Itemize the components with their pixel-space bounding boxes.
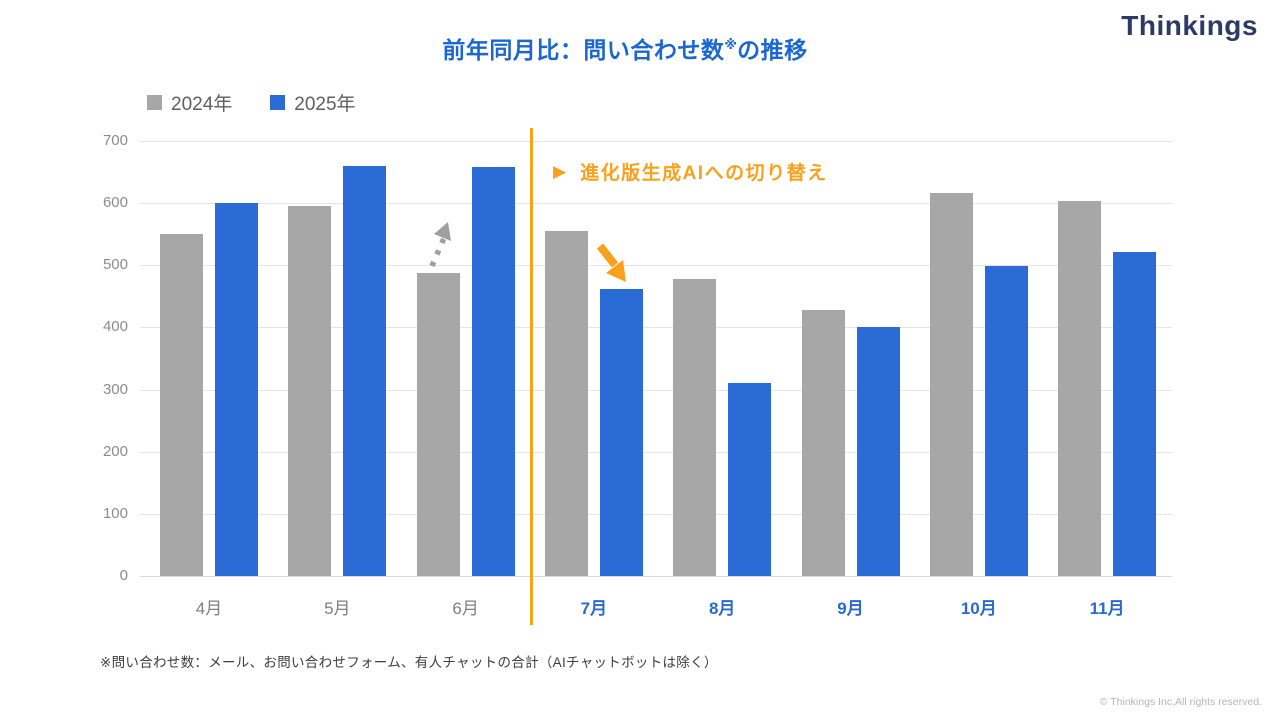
page-title: 前年同月比：問い合わせ数※の推移 — [0, 31, 1250, 65]
y-axis-label-500: 500 — [102, 256, 128, 274]
y-axis-label-600: 600 — [102, 194, 128, 212]
bar-2024年-8月 — [673, 278, 717, 576]
gridline-0 — [140, 576, 1172, 577]
title-tail: の推移 — [737, 37, 808, 63]
y-axis-label-100: 100 — [102, 504, 128, 522]
bar-2024年-6月 — [416, 273, 460, 576]
bar-2024年-7月 — [544, 231, 588, 576]
x-axis-label-6月: 6月 — [452, 599, 479, 618]
chart-legend: 2024年 2025年 — [147, 89, 356, 116]
footnote: ※問い合わせ数：メール、お問い合わせフォーム、有人チャットの合計（AIチャットボ… — [100, 655, 718, 670]
title-main: 前年同月比：問い合わせ数 — [442, 37, 725, 63]
gridline-100 — [140, 513, 1172, 515]
legend-label-2024: 2024年 — [171, 94, 233, 115]
bar-2024年-9月 — [801, 310, 845, 576]
legend-swatch-2024 — [147, 95, 162, 110]
y-axis-label-0: 0 — [119, 567, 128, 584]
bar-2025年-6月 — [471, 167, 515, 576]
annotation-text: ▶ 進化版生成AIへの切り替え — [553, 158, 828, 185]
copyright: © Thinkings Inc.All rights reserved. — [1099, 696, 1262, 708]
bar-2024年-10月 — [929, 193, 973, 576]
y-axis-label-300: 300 — [102, 380, 128, 398]
y-axis-label-700: 700 — [102, 132, 128, 149]
title-superscript: ※ — [724, 37, 738, 52]
gridline-600 — [140, 203, 1172, 205]
x-axis-label-7月: 7月 — [580, 599, 608, 618]
y-axis-label-200: 200 — [102, 442, 128, 460]
gridline-300 — [140, 389, 1172, 391]
x-axis-label-4月: 4月 — [195, 599, 223, 618]
x-axis-label-5月: 5月 — [324, 599, 351, 618]
bar-2024年-5月 — [288, 206, 332, 576]
bar-2025年-10月 — [984, 265, 1028, 576]
play-marker-icon: ▶ — [553, 161, 567, 181]
bar-2025年-7月 — [599, 288, 643, 576]
x-axis-label-8月: 8月 — [708, 599, 736, 618]
legend-item-2025: 2025年 — [270, 89, 356, 116]
dashed-up-arrow-icon — [429, 222, 451, 268]
annotation-label: 進化版生成AIへの切り替え — [580, 163, 828, 184]
bar-2025年-9月 — [856, 327, 900, 576]
bar-2025年-8月 — [728, 383, 772, 576]
x-axis-label-11月: 11月 — [1089, 599, 1125, 618]
thinkings-logo: Thinkings — [1121, 10, 1258, 41]
gridline-700 — [140, 141, 1172, 142]
gridline-400 — [140, 327, 1172, 329]
bar-2025年-5月 — [343, 165, 387, 576]
x-axis-label-9月: 9月 — [837, 599, 864, 618]
bar-2024年-4月 — [160, 234, 203, 576]
gridline-200 — [140, 451, 1172, 453]
gridline-500 — [140, 265, 1172, 267]
legend-item-2024: 2024年 — [147, 89, 232, 116]
bar-2025年-4月 — [215, 203, 258, 576]
legend-swatch-2025 — [270, 95, 286, 110]
legend-label-2025: 2025年 — [294, 94, 356, 115]
orange-down-arrow-icon — [596, 243, 626, 282]
bar-2025年-11月 — [1113, 252, 1157, 576]
bar-2024年-11月 — [1058, 201, 1102, 576]
divider-line — [530, 128, 533, 625]
x-axis-label-10月: 10月 — [960, 599, 997, 618]
y-axis-label-400: 400 — [102, 318, 128, 336]
